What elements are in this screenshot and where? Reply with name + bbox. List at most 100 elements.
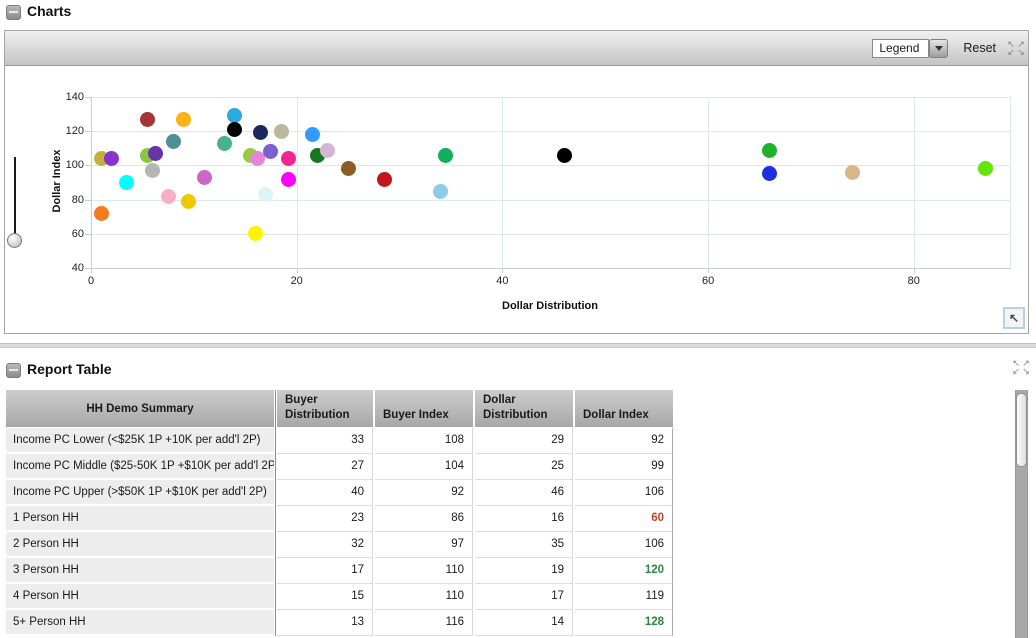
cell-dollar-index: 106 — [575, 480, 673, 506]
report-table-expand-icon[interactable]: ↖ ↗ ↙ ↘ — [1011, 359, 1031, 376]
scatter-point[interactable] — [250, 151, 266, 167]
scatter-point[interactable] — [376, 171, 392, 187]
charts-section-title: Charts — [27, 3, 72, 19]
cell-dollar-index: 128 — [575, 610, 673, 636]
column-header-4: Dollar Index — [575, 390, 673, 427]
table-row[interactable]: 4 Person HH 15 110 17 119 — [6, 584, 673, 610]
cell-buyer-index: 108 — [375, 428, 473, 454]
scatter-point[interactable] — [340, 161, 356, 177]
scatter-point[interactable] — [119, 175, 135, 190]
cell-buyer-distribution: 40 — [277, 480, 373, 506]
cell-dollar-index: 119 — [575, 584, 673, 610]
scatter-point[interactable] — [253, 125, 269, 141]
column-header-1: Buyer Distribution — [277, 390, 373, 427]
cell-buyer-index: 92 — [375, 480, 473, 506]
cell-buyer-index: 110 — [375, 558, 473, 584]
cell-dollar-index: 99 — [575, 454, 673, 480]
cell-dollar-distribution: 46 — [475, 480, 573, 506]
cell-dollar-index: 92 — [575, 428, 673, 454]
scatter-point[interactable] — [280, 151, 296, 167]
row-label: 5+ Person HH — [6, 610, 274, 634]
column-header-2: Buyer Index — [375, 390, 473, 427]
scatter-point[interactable] — [258, 186, 274, 202]
chart-expand-icon[interactable]: ↖ ↗ ↙ ↘ — [1006, 38, 1026, 57]
scatter-point[interactable] — [556, 147, 572, 163]
row-label: 4 Person HH — [6, 584, 274, 608]
scatter-point[interactable] — [181, 193, 197, 209]
arrow-sw-icon: ↙ — [1012, 366, 1020, 376]
scatter-point[interactable] — [160, 188, 176, 204]
table-label-divider — [275, 390, 276, 636]
cell-dollar-distribution: 16 — [475, 506, 573, 532]
chart-toolbar: Legend Reset ↖ ↗ ↙ ↘ — [5, 31, 1028, 66]
arrow-ne-icon: ↗ — [1017, 38, 1025, 49]
arrow-se-icon: ↘ — [1017, 46, 1025, 57]
cell-buyer-index: 110 — [375, 584, 473, 610]
scatter-point[interactable] — [217, 135, 233, 151]
section-splitter[interactable] — [0, 343, 1036, 348]
cell-buyer-index: 104 — [375, 454, 473, 480]
column-header-text: HH Demo Summary — [86, 402, 194, 415]
cell-dollar-distribution: 25 — [475, 454, 573, 480]
column-header-label: HH Demo Summary — [6, 390, 274, 427]
column-header-text: Buyer Distribution — [285, 394, 350, 421]
scatter-point[interactable] — [140, 111, 156, 127]
scatter-point[interactable] — [263, 144, 279, 160]
legend-dropdown-button[interactable] — [929, 38, 949, 58]
y-axis-title: Dollar Index — [51, 149, 63, 213]
table-row[interactable]: 2 Person HH 32 97 35 106 — [6, 532, 673, 558]
scatter-point[interactable] — [844, 164, 860, 180]
reset-button[interactable]: Reset — [963, 41, 996, 55]
scatter-point[interactable] — [176, 111, 192, 127]
arrow-sw-icon: ↙ — [1007, 46, 1015, 57]
scatter-point[interactable] — [433, 183, 449, 199]
column-header-text: Dollar Distribution — [483, 394, 548, 421]
scatter-point[interactable] — [304, 127, 320, 143]
row-label: 1 Person HH — [6, 506, 274, 530]
row-label: Income PC Lower (<$25K 1P +10K per add'l… — [6, 428, 274, 452]
scatter-point[interactable] — [320, 142, 336, 158]
arrow-nw-icon: ↖ — [1007, 38, 1015, 49]
scatter-point[interactable] — [93, 205, 109, 221]
table-row[interactable]: 5+ Person HH 13 116 14 128 — [6, 610, 673, 636]
scatter-point[interactable] — [978, 161, 994, 177]
table-row[interactable]: Income PC Upper (>$50K 1P +$10K per add'… — [6, 480, 673, 506]
scatter-point[interactable] — [196, 169, 212, 185]
chart-zoom-slider-handle[interactable] — [7, 233, 22, 248]
cell-buyer-index: 97 — [375, 532, 473, 558]
cell-buyer-distribution: 23 — [277, 506, 373, 532]
row-label: Income PC Upper (>$50K 1P +$10K per add'… — [6, 480, 274, 504]
scatter-point[interactable] — [145, 163, 161, 179]
scatter-point[interactable] — [148, 145, 164, 161]
cell-buyer-distribution: 33 — [277, 428, 373, 454]
charts-collapse-icon[interactable] — [6, 5, 21, 20]
chart-corner-button[interactable]: ↖ — [1003, 307, 1025, 329]
scatter-point[interactable] — [273, 123, 289, 139]
column-header-3: Dollar Distribution — [475, 390, 573, 427]
cell-dollar-distribution: 19 — [475, 558, 573, 584]
scatter-point[interactable] — [227, 121, 243, 137]
table-scrollbar-thumb[interactable] — [1016, 393, 1027, 467]
table-row[interactable]: Income PC Middle ($25-50K 1P +$10K per a… — [6, 454, 673, 480]
chart-zoom-slider-track — [14, 157, 16, 236]
cell-dollar-distribution: 35 — [475, 532, 573, 558]
scatter-point[interactable] — [438, 147, 454, 163]
cell-dollar-distribution: 29 — [475, 428, 573, 454]
scatter-point[interactable] — [104, 151, 120, 167]
scatter-point[interactable] — [280, 171, 296, 187]
cell-buyer-distribution: 32 — [277, 532, 373, 558]
table-row[interactable]: 3 Person HH 17 110 19 120 — [6, 558, 673, 584]
row-label: 3 Person HH — [6, 558, 274, 582]
scatter-point[interactable] — [165, 133, 181, 149]
scatter-point[interactable] — [762, 166, 778, 182]
table-row[interactable]: 1 Person HH 23 86 16 60 — [6, 506, 673, 532]
table-row[interactable]: Income PC Lower (<$25K 1P +10K per add'l… — [6, 428, 673, 454]
scatter-point[interactable] — [227, 108, 243, 124]
cell-dollar-index: 106 — [575, 532, 673, 558]
report-table-collapse-icon[interactable] — [6, 363, 21, 378]
cell-buyer-distribution: 17 — [277, 558, 373, 584]
cell-buyer-distribution: 27 — [277, 454, 373, 480]
scatter-point[interactable] — [762, 142, 778, 158]
legend-dropdown-value[interactable]: Legend — [872, 38, 930, 58]
scatter-point[interactable] — [248, 226, 264, 242]
